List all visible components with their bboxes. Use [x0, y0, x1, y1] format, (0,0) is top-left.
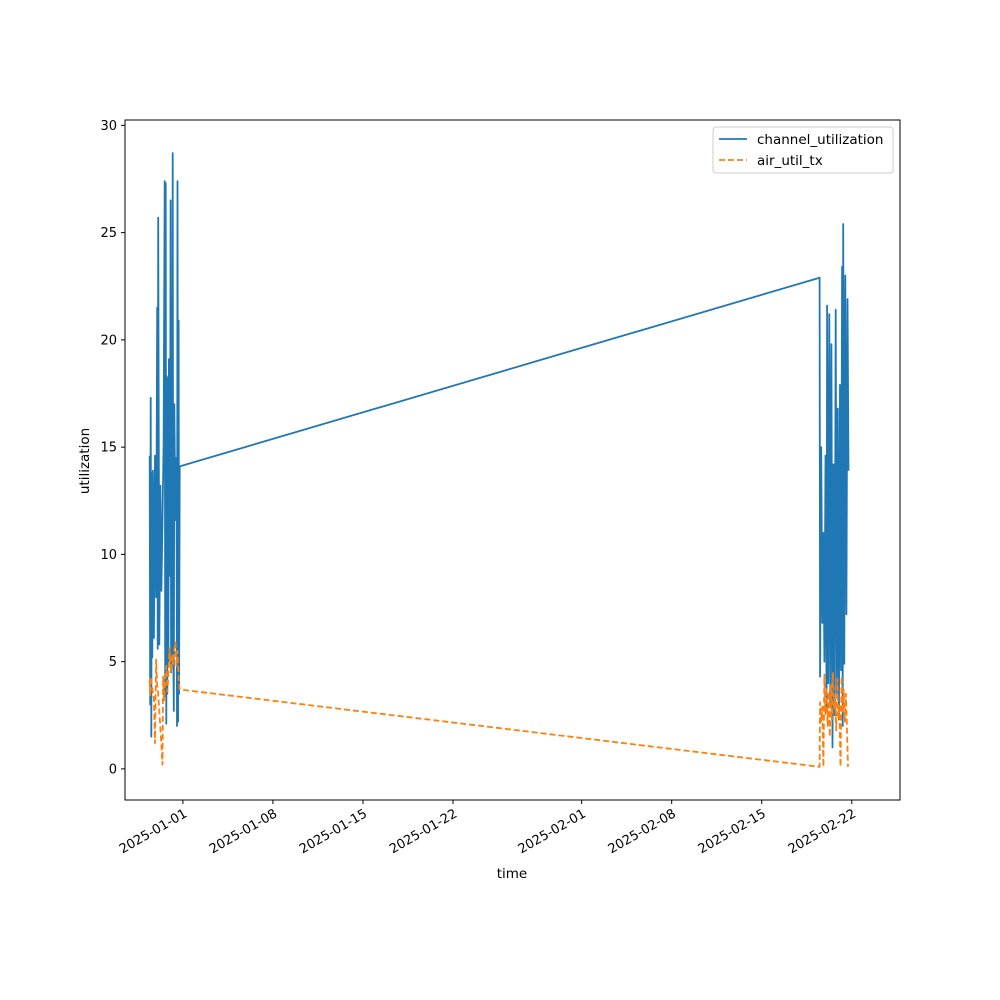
series-layer	[148, 152, 850, 768]
legend-box	[712, 126, 894, 174]
legend-label-air-util-tx: air_util_tx	[757, 153, 823, 169]
y-tick-label: 25	[100, 226, 117, 241]
x-tick-label: 2025-01-22	[387, 806, 460, 857]
x-axis-label: time	[497, 866, 528, 882]
series-line-channel-utilization	[148, 152, 850, 749]
legend-label-channel-utilization: channel_utilization	[757, 132, 884, 148]
x-tick-label: 2025-02-15	[696, 806, 769, 857]
y-tick-label: 30	[100, 119, 117, 134]
x-tick-label: 2025-02-08	[606, 806, 679, 857]
y-tick-label: 5	[109, 655, 117, 670]
legend: channel_utilization air_util_tx	[712, 126, 894, 174]
y-tick-label: 15	[100, 441, 117, 456]
x-tick-label: 2025-02-22	[786, 806, 859, 857]
y-axis-label: utilization	[77, 428, 93, 494]
x-tick-label: 2025-01-01	[117, 806, 190, 857]
y-tick-label: 10	[100, 548, 117, 563]
x-axis: 2025-01-01 2025-01-08 2025-01-15 2025-01-22…	[117, 800, 859, 857]
x-tick-label: 2025-02-01	[516, 806, 589, 857]
plot-frame	[124, 119, 901, 801]
series-line-air-util-tx	[148, 641, 849, 768]
x-tick-label: 2025-01-08	[207, 806, 280, 857]
x-tick-label: 2025-01-15	[297, 806, 370, 857]
y-axis: 0 5 10 15 20 25 30	[100, 119, 125, 777]
y-tick-label: 20	[100, 333, 117, 348]
y-tick-label: 0	[109, 762, 117, 777]
